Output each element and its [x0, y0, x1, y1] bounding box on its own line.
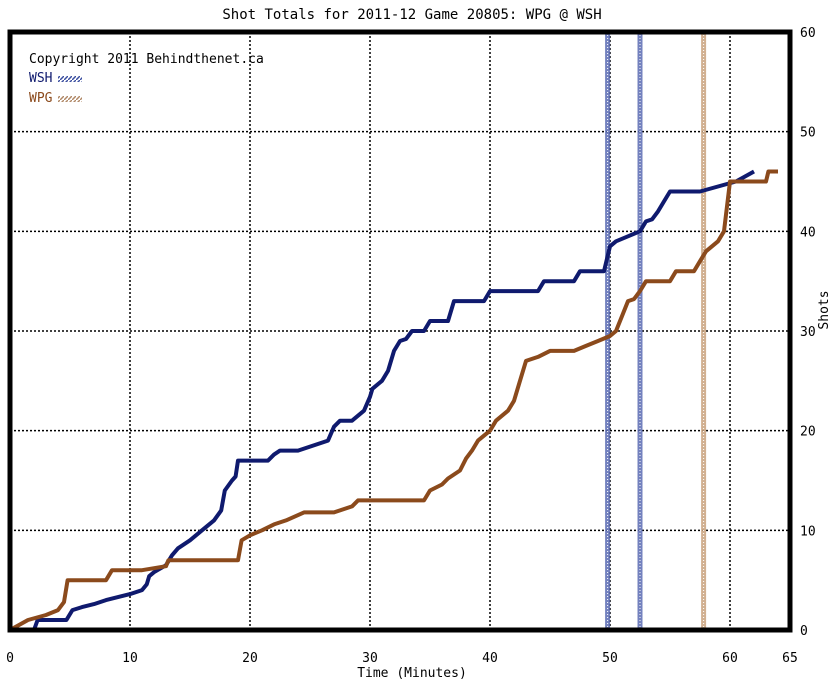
x-tick-label: 65 — [782, 651, 798, 666]
x-tick-label: 60 — [722, 651, 738, 666]
y-tick-label: 50 — [800, 126, 816, 141]
x-axis-label: Time (Minutes) — [357, 666, 467, 680]
x-tick-label: 40 — [482, 651, 498, 666]
legend-item-wsh: WSH — [29, 71, 82, 86]
legend-swatch-wpg — [58, 96, 82, 102]
x-tick-label: 30 — [362, 651, 378, 666]
y-tick-label: 60 — [800, 26, 816, 41]
goal-marker-wsh — [637, 32, 643, 630]
x-tick-label: 50 — [602, 651, 618, 666]
chart-title: Shot Totals for 2011-12 Game 20805: WPG … — [222, 7, 601, 23]
y-axis-label: Shots — [817, 290, 830, 329]
y-tick-label: 40 — [800, 225, 816, 240]
marker-lines — [605, 32, 707, 630]
y-tick-label: 0 — [800, 624, 808, 639]
series-line-wpg — [9, 169, 778, 632]
y-tick-label: 20 — [800, 425, 816, 440]
x-tick-label: 10 — [122, 651, 138, 666]
goal-marker-wsh — [605, 32, 611, 630]
plot-frame — [7, 29, 793, 633]
x-axis-ticks: 0 10 20 30 40 50 60 65 — [6, 651, 798, 666]
goal-marker-wpg — [701, 32, 707, 630]
grid-lines — [10, 32, 790, 630]
legend-label-wsh: WSH — [29, 71, 52, 86]
series-line-wsh — [10, 169, 755, 632]
y-tick-label: 10 — [800, 524, 816, 539]
legend-label-wpg: WPG — [29, 91, 53, 106]
legend-swatch-wsh — [58, 76, 82, 82]
copyright-annotation: Copyright 2011 Behindthenet.ca — [29, 52, 264, 67]
x-tick-label: 20 — [242, 651, 258, 666]
y-tick-label: 30 — [800, 325, 816, 340]
x-tick-label: 0 — [6, 651, 14, 666]
series-lines — [9, 169, 778, 632]
legend-item-wpg: WPG — [29, 91, 82, 106]
y-axis-ticks: 0 10 20 30 40 50 60 — [800, 26, 816, 639]
